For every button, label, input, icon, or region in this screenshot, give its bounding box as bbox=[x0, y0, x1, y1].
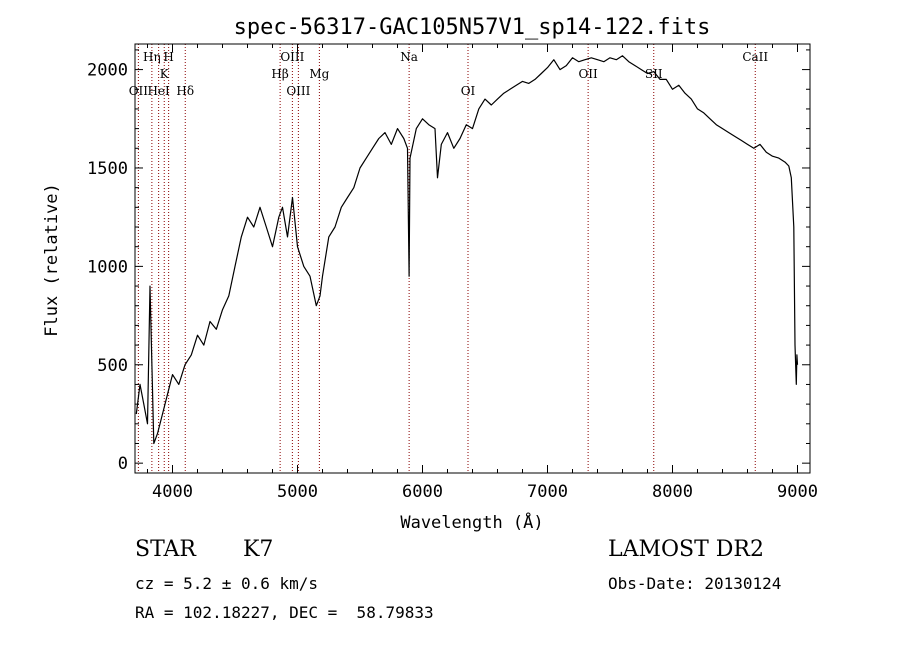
line-marker-label: OIII bbox=[286, 84, 310, 98]
x-tick-label: 8000 bbox=[652, 482, 693, 502]
line-marker-label: Hβ bbox=[271, 67, 288, 81]
line-marker-label: OIII bbox=[280, 50, 304, 64]
line-marker-label: HeI bbox=[147, 84, 170, 98]
y-tick-label: 0 bbox=[118, 454, 128, 474]
x-axis-label: Wavelength (Å) bbox=[400, 511, 543, 533]
spectrum-line bbox=[135, 55, 799, 445]
x-tick-label: 6000 bbox=[402, 482, 443, 502]
line-marker-label: Hη bbox=[143, 50, 161, 64]
object-subclass: K7 bbox=[243, 537, 274, 562]
y-tick-label: 1500 bbox=[87, 159, 128, 179]
line-marker-label: Mg bbox=[309, 67, 329, 81]
y-tick-label: 1000 bbox=[87, 257, 128, 277]
x-tick-label: 5000 bbox=[277, 482, 318, 502]
survey-label: LAMOST DR2 bbox=[608, 537, 764, 562]
x-tick-label: 4000 bbox=[152, 482, 193, 502]
spectrum-chart: spec-56317-GAC105N57V1_sp14-122.fits Hη H… bbox=[42, 15, 818, 533]
line-marker-label: H bbox=[163, 50, 173, 64]
line-marker-label: CaII bbox=[742, 50, 768, 64]
x-tick-label: 9000 bbox=[777, 482, 818, 502]
y-axis-label: Flux (relative) bbox=[42, 183, 62, 337]
line-marker-label: OII bbox=[129, 84, 149, 98]
series-layer bbox=[135, 55, 799, 445]
object-class: STAR bbox=[135, 537, 196, 562]
chart-title: spec-56317-GAC105N57V1_sp14-122.fits bbox=[234, 15, 711, 40]
axes: 4000 5000 6000 7000 8000 9000 0 500 1000 1500 2000 bbox=[87, 43, 818, 502]
coordinates: RA = 102.18227, DEC = 58.79833 bbox=[135, 603, 434, 622]
redshift-velocity: cz = 5.2 ± 0.6 km/s bbox=[135, 574, 319, 593]
y-tick-label: 2000 bbox=[87, 61, 128, 81]
line-marker-label: OI bbox=[461, 84, 476, 98]
line-marker-label: K bbox=[160, 67, 170, 81]
x-tick-label: 7000 bbox=[527, 482, 568, 502]
line-marker-label: OII bbox=[578, 67, 598, 81]
observation-date: Obs-Date: 20130124 bbox=[608, 574, 782, 593]
y-tick-label: 500 bbox=[97, 356, 128, 376]
line-marker-label: Na bbox=[400, 50, 418, 64]
line-marker-label: Hδ bbox=[176, 84, 194, 98]
